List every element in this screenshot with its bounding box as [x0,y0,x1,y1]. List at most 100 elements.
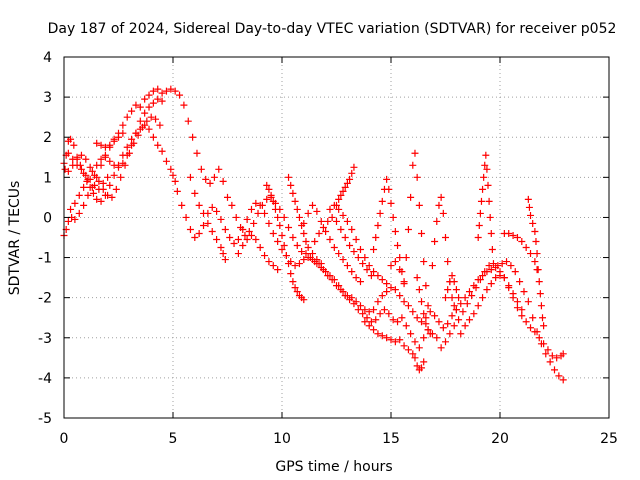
data-point [86,183,94,191]
data-point [536,290,544,298]
data-point [442,294,449,302]
data-point [326,205,334,213]
data-point [324,217,332,225]
data-point [492,274,500,282]
data-point [202,175,210,183]
data-point [383,334,391,342]
data-point [326,236,334,244]
data-point [387,262,395,270]
data-point [457,330,465,338]
data-point [293,288,301,296]
data-point [370,246,378,254]
data-point [513,234,521,241]
data-point [335,250,343,258]
data-point [171,177,179,185]
data-point [300,256,308,264]
data-point [64,149,72,157]
data-point [158,147,166,155]
data-point [101,143,109,151]
data-point [535,334,543,342]
data-point [525,203,533,211]
data-point [335,195,343,203]
data-point [291,197,299,205]
data-point [394,242,402,250]
data-point [224,193,231,201]
data-point [503,258,511,266]
data-point [191,189,199,197]
data-point [348,268,356,276]
data-point [398,314,406,322]
data-point [527,324,535,332]
data-point [522,318,530,326]
data-point [138,123,146,131]
data-point [431,312,439,320]
data-point [404,346,412,354]
data-point [346,242,354,250]
data-point [110,161,118,169]
data-point [186,225,194,233]
data-point [418,318,426,326]
data-point [93,195,101,203]
data-point [394,318,402,326]
x-tick-label: 5 [169,431,178,447]
data-point [245,227,253,235]
data-point [400,342,408,350]
data-point [463,300,471,308]
data-point [448,294,456,302]
axes: 0 5 10 15 20 25 -5 -4 -3 -2 -1 0 1 2 3 4 [38,50,618,447]
data-point [335,282,343,290]
data-point [378,332,386,340]
data-point [486,213,494,221]
data-point [516,278,524,286]
data-point [71,199,79,207]
data-point [285,260,293,268]
data-point [115,133,122,141]
data-point [208,203,216,211]
data-point [356,246,364,254]
data-point [411,338,419,346]
data-point [106,141,114,149]
data-point [352,298,360,306]
data-point [374,221,382,229]
data-point [420,310,428,318]
data-point [457,300,465,308]
data-point [507,262,515,270]
data-point [374,330,382,338]
data-point [527,250,535,258]
data-point [247,205,255,213]
data-point [326,272,334,280]
data-point [534,266,542,274]
data-point [378,276,386,284]
data-point [311,238,319,246]
data-point [437,193,445,201]
data-point [359,310,367,318]
data-point [176,91,184,99]
data-point [488,246,496,254]
data-point [104,173,112,181]
data-series [60,85,567,384]
data-point [300,296,308,304]
data-point [295,260,303,268]
data-point [322,227,330,235]
data-point [450,278,458,286]
data-point [210,173,218,181]
data-point [136,103,144,111]
data-point [278,231,286,239]
data-point [319,223,327,231]
data-point [452,306,460,314]
data-point [407,330,415,338]
data-point [402,322,410,330]
data-point [213,207,221,215]
data-point [282,252,290,260]
data-point [263,195,271,203]
data-point [348,294,356,302]
data-point [152,115,160,123]
data-point [88,167,96,175]
data-point [433,334,441,342]
data-point [420,358,428,366]
data-point [442,234,449,241]
data-point [359,260,367,268]
data-point [424,302,432,310]
data-point [413,362,421,370]
data-point [372,234,380,241]
